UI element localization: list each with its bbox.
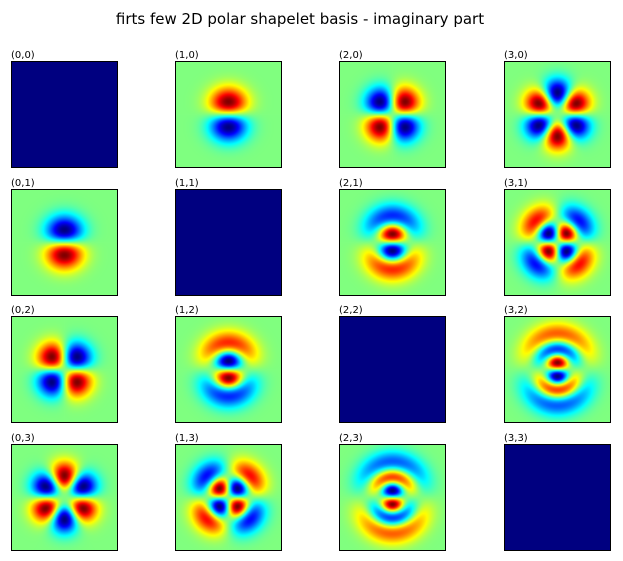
- panel-frame: [11, 444, 118, 551]
- panel-frame: [11, 316, 118, 423]
- panel-label: (2,3): [339, 433, 363, 444]
- shapelet-image: [11, 61, 118, 168]
- panel-label: (1,3): [175, 433, 199, 444]
- panel-frame: [339, 316, 446, 423]
- panel-label: (0,0): [11, 50, 35, 61]
- panel-label: (0,1): [11, 178, 35, 189]
- panel-frame: [175, 189, 282, 296]
- shapelet-image: [339, 316, 446, 423]
- shapelet-image: [339, 444, 446, 551]
- shapelet-image: [175, 189, 282, 296]
- panel-frame: [504, 444, 611, 551]
- panel-label: (3,2): [504, 305, 528, 316]
- panel-label: (3,0): [504, 50, 528, 61]
- panel-label: (3,3): [504, 433, 528, 444]
- panel-label: (3,1): [504, 178, 528, 189]
- shapelet-image: [11, 444, 118, 551]
- panel-label: (2,2): [339, 305, 363, 316]
- panel-label: (0,2): [11, 305, 35, 316]
- panel-frame: [11, 61, 118, 168]
- shapelet-image: [175, 61, 282, 168]
- panel-frame: [504, 189, 611, 296]
- shapelet-image: [11, 189, 118, 296]
- shapelet-image: [339, 61, 446, 168]
- shapelet-image: [175, 444, 282, 551]
- panel-frame: [339, 189, 446, 296]
- panel-frame: [175, 316, 282, 423]
- panel-label: (0,3): [11, 433, 35, 444]
- panel-frame: [175, 61, 282, 168]
- panel-frame: [339, 61, 446, 168]
- panel-frame: [339, 444, 446, 551]
- panel-label: (2,0): [339, 50, 363, 61]
- shapelet-image: [504, 444, 611, 551]
- panel-label: (2,1): [339, 178, 363, 189]
- panel-frame: [504, 316, 611, 423]
- shapelet-image: [504, 189, 611, 296]
- panel-frame: [175, 444, 282, 551]
- panel-frame: [11, 189, 118, 296]
- figure-title: firts few 2D polar shapelet basis - imag…: [115, 10, 485, 28]
- shapelet-image: [175, 316, 282, 423]
- panel-label: (1,2): [175, 305, 199, 316]
- shapelet-image: [339, 189, 446, 296]
- panel-label: (1,1): [175, 178, 199, 189]
- shapelet-image: [504, 61, 611, 168]
- panel-label: (1,0): [175, 50, 199, 61]
- shapelet-image: [11, 316, 118, 423]
- shapelet-image: [504, 316, 611, 423]
- panel-frame: [504, 61, 611, 168]
